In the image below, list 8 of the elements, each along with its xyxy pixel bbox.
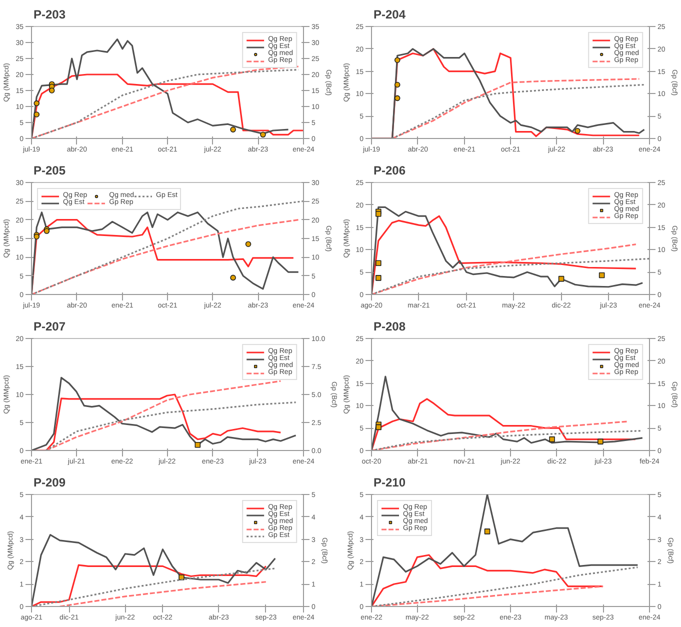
chart-title: P-205 — [34, 164, 66, 178]
chart-title: P-206 — [374, 164, 406, 178]
chart-title: P-208 — [374, 320, 406, 334]
chart-title: P-210 — [374, 476, 406, 490]
chart-title: P-207 — [34, 320, 66, 334]
chart-title: P-204 — [374, 8, 406, 22]
chart-title: P-209 — [34, 476, 66, 490]
chart-title: P-203 — [34, 8, 66, 22]
